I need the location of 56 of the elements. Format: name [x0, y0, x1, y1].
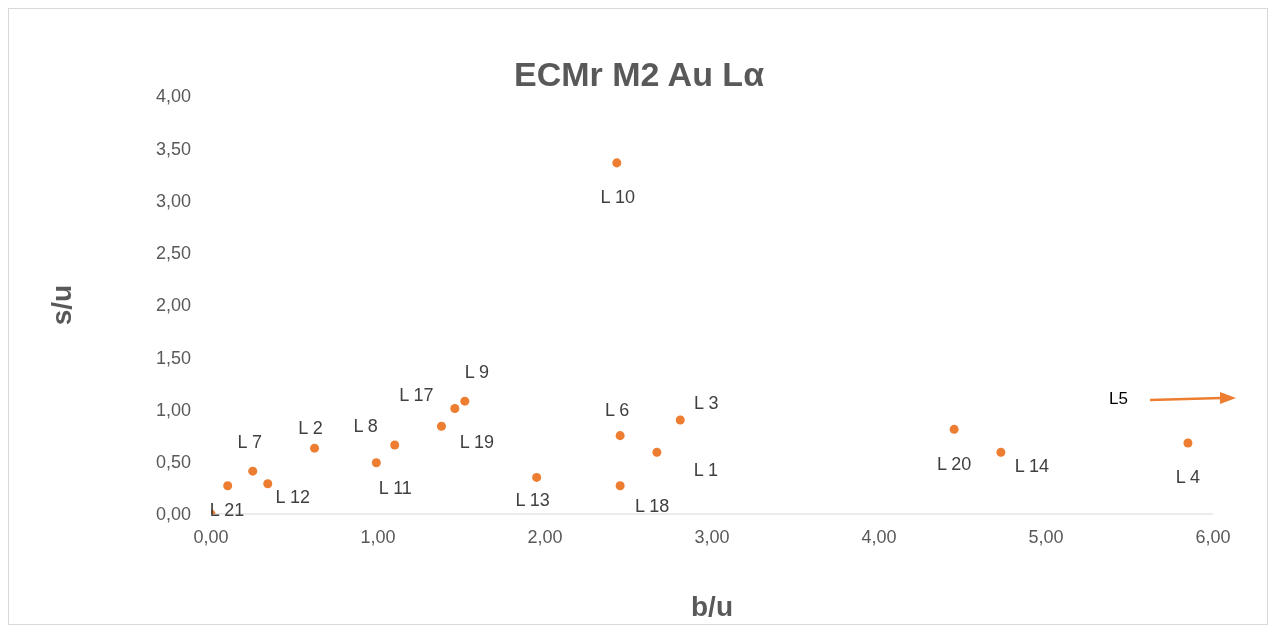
- annotation: L 20: [936, 454, 972, 475]
- point: [615, 431, 625, 441]
- y-tick-label: 2,50: [155, 243, 191, 264]
- y-tick-label: 1,50: [155, 347, 191, 368]
- annotation: L 11: [378, 477, 412, 498]
- point: [996, 447, 1006, 457]
- x-tick-label: 5,00: [1028, 526, 1064, 547]
- annotation: L 2: [298, 418, 323, 439]
- point: [248, 466, 258, 476]
- point: [675, 415, 685, 425]
- point: [390, 440, 400, 450]
- y-tick-label: 3,00: [155, 190, 191, 211]
- x-axis-title: b/u: [691, 591, 733, 622]
- y-tick-label: 3,50: [155, 138, 191, 159]
- point: [460, 396, 470, 406]
- y-tick-label: 0,50: [155, 452, 191, 473]
- annotation: L 4: [1175, 466, 1201, 487]
- annotation: L 8: [353, 416, 378, 437]
- x-tick-label: 2,00: [527, 526, 563, 547]
- point: [949, 424, 959, 434]
- x-tick-label: 3,00: [694, 526, 730, 547]
- y-tick-label: 0,00: [155, 504, 191, 525]
- point: [615, 481, 625, 491]
- point: [450, 403, 460, 413]
- chart-title: ECMr M2 Au Lα: [513, 55, 765, 93]
- annotation: L 18: [634, 495, 670, 516]
- annotation: L 6: [604, 399, 630, 420]
- annotation: L 13: [515, 490, 550, 511]
- point: [532, 472, 542, 482]
- point: [223, 481, 233, 491]
- annotation: L 10: [600, 186, 635, 207]
- x-tick-label: 1,00: [360, 526, 396, 547]
- annotation: L 3: [694, 392, 719, 413]
- annotation: L 17: [399, 385, 434, 406]
- point: [612, 158, 622, 168]
- annotation: L 19: [459, 432, 495, 453]
- point: [310, 443, 320, 453]
- x-tick-label: 6,00: [1195, 526, 1231, 547]
- y-tick-label: 1,00: [155, 399, 191, 420]
- point: [1183, 438, 1193, 448]
- point: [263, 479, 273, 489]
- point: [436, 421, 446, 431]
- x-tick-label: 4,00: [861, 526, 897, 547]
- annotation: L 21: [209, 500, 245, 520]
- annotation: L 12: [275, 486, 310, 507]
- annotation: L5: [1109, 389, 1128, 409]
- y-axis-title: s/u: [45, 284, 77, 326]
- y-tick-label: 2,00: [155, 295, 191, 316]
- annotation: L 9: [464, 362, 490, 383]
- point: [652, 447, 662, 457]
- annotation: L 1: [693, 460, 719, 481]
- x-tick-label: 0,00: [193, 526, 229, 547]
- annotation: L 7: [237, 432, 262, 453]
- annotation: L 14: [1014, 456, 1050, 477]
- y-tick-label: 4,00: [155, 86, 191, 107]
- point: [371, 458, 381, 468]
